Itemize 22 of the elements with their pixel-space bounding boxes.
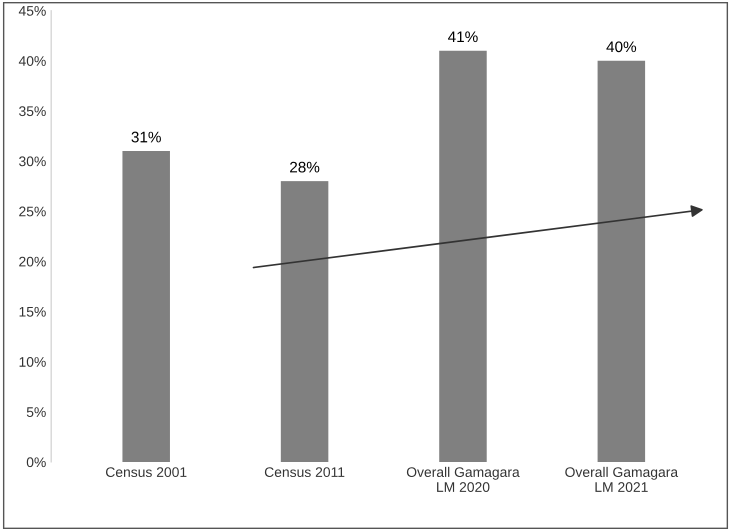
y-tick-label: 25% (19, 206, 46, 216)
x-tick-label: Overall Gamagara LM 2021 (565, 466, 678, 492)
y-tick-label: 30% (19, 156, 46, 166)
data-label: 28% (290, 162, 320, 173)
y-tick-label: 10% (20, 357, 46, 367)
y-tick-label: 45% (18, 6, 46, 16)
x-tick-label: Overall Gamagara LM 2020 (406, 466, 520, 492)
data-label: 31% (131, 132, 161, 142)
y-tick-label: 40% (18, 56, 46, 66)
y-tick-label: 35% (19, 106, 46, 116)
bar (598, 60, 646, 462)
y-tick-label: 15% (20, 306, 46, 317)
x-tick-label: Census 2001 (106, 467, 186, 478)
x-tick-label: Census 2011 (264, 467, 344, 478)
y-tick-label: 5% (26, 407, 46, 417)
data-label: 40% (606, 41, 636, 52)
bar (280, 181, 328, 462)
bar (439, 50, 487, 462)
y-tick-label: 0% (26, 457, 46, 468)
bar (122, 151, 170, 462)
data-label: 41% (448, 31, 478, 42)
y-tick-label: 20% (19, 256, 46, 267)
